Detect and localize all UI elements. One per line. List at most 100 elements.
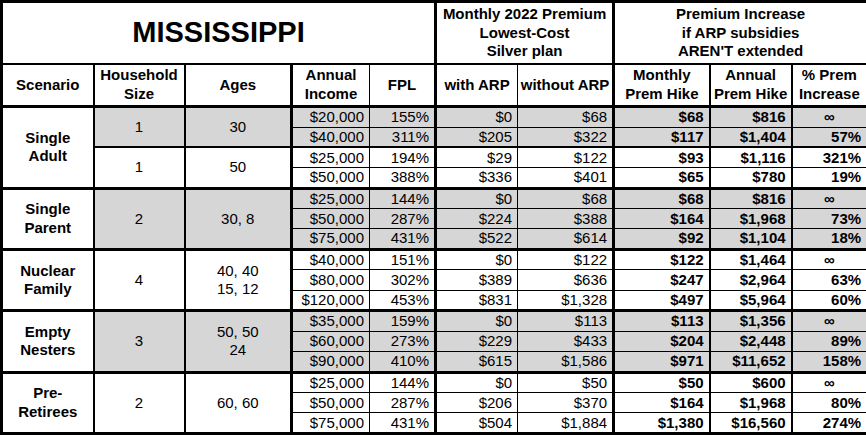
col-header-with-arp: with ARP xyxy=(436,64,518,107)
page-title: MISSISSIPPI xyxy=(2,2,436,64)
cell-with-arp: $615 xyxy=(436,352,518,373)
scenario-cell: Empty Nesters xyxy=(2,311,94,372)
cell-monthly-prem-hike: $92 xyxy=(614,229,710,250)
table-row: Pre- Retirees260, 60$25,000144%$0$50$50$… xyxy=(2,372,866,393)
cell-annual-prem-hike: $16,560 xyxy=(710,413,792,434)
cell-annual-income: $90,000 xyxy=(292,352,370,373)
cell-monthly-prem-hike: $113 xyxy=(614,311,710,332)
cell-without-arp: $1,884 xyxy=(518,413,614,434)
scenario-cell: Pre- Retirees xyxy=(2,372,94,433)
cell-pct-prem-increase: 63% xyxy=(792,270,866,290)
cell-with-arp: $229 xyxy=(436,331,518,351)
cell-with-arp: $29 xyxy=(436,147,518,167)
cell-annual-income: $50,000 xyxy=(292,209,370,229)
cell-pct-prem-increase: 158% xyxy=(792,352,866,373)
cell-with-arp: $0 xyxy=(436,107,518,128)
cell-without-arp: $614 xyxy=(518,229,614,250)
cell-fpl: 287% xyxy=(370,209,436,229)
cell-fpl: 388% xyxy=(370,168,436,189)
cell-annual-income: $60,000 xyxy=(292,331,370,351)
cell-fpl: 311% xyxy=(370,127,436,147)
col-header-annual-prem-hike: Annual Prem Hike xyxy=(710,64,792,107)
cell-annual-prem-hike: $816 xyxy=(710,188,792,209)
ages-cell: 60, 60 xyxy=(185,372,292,433)
cell-fpl: 144% xyxy=(370,188,436,209)
cell-annual-prem-hike: $1,104 xyxy=(710,229,792,250)
cell-annual-income: $20,000 xyxy=(292,107,370,128)
col-header-annual-income: Annual Income xyxy=(292,64,370,107)
scenario-cell: Single Parent xyxy=(2,188,94,249)
household-size-cell: 3 xyxy=(94,311,185,372)
cell-annual-income: $35,000 xyxy=(292,311,370,332)
cell-with-arp: $522 xyxy=(436,229,518,250)
cell-fpl: 302% xyxy=(370,270,436,290)
cell-with-arp: $389 xyxy=(436,270,518,290)
cell-fpl: 453% xyxy=(370,290,436,311)
cell-annual-prem-hike: $1,404 xyxy=(710,127,792,147)
cell-with-arp: $504 xyxy=(436,413,518,434)
cell-pct-prem-increase: 19% xyxy=(792,168,866,189)
cell-without-arp: $636 xyxy=(518,270,614,290)
table-row: Single Adult130$20,000155%$0$68$68$816∞ xyxy=(2,107,866,128)
cell-fpl: 431% xyxy=(370,413,436,434)
cell-monthly-prem-hike: $68 xyxy=(614,107,710,128)
cell-annual-income: $25,000 xyxy=(292,188,370,209)
cell-annual-income: $40,000 xyxy=(292,249,370,270)
premium-group-header: Monthly 2022 Premium Lowest-Cost Silver … xyxy=(436,2,614,64)
cell-fpl: 431% xyxy=(370,229,436,250)
cell-with-arp: $0 xyxy=(436,249,518,270)
col-header-monthly-prem-hike: Monthly Prem Hike xyxy=(614,64,710,107)
household-size-cell: 2 xyxy=(94,372,185,433)
cell-with-arp: $0 xyxy=(436,188,518,209)
cell-monthly-prem-hike: $204 xyxy=(614,331,710,351)
cell-with-arp: $206 xyxy=(436,393,518,413)
ages-cell: 50 xyxy=(185,147,292,188)
household-size-cell: 2 xyxy=(94,188,185,249)
cell-pct-prem-increase: 89% xyxy=(792,331,866,351)
cell-without-arp: $401 xyxy=(518,168,614,189)
cell-fpl: 159% xyxy=(370,311,436,332)
cell-with-arp: $205 xyxy=(436,127,518,147)
cell-without-arp: $68 xyxy=(518,107,614,128)
cell-with-arp: $336 xyxy=(436,168,518,189)
cell-monthly-prem-hike: $68 xyxy=(614,188,710,209)
table-row: Empty Nesters350, 50 24$35,000159%$0$113… xyxy=(2,311,866,332)
cell-monthly-prem-hike: $65 xyxy=(614,168,710,189)
col-header-scenario: Scenario xyxy=(2,64,94,107)
cell-pct-prem-increase: 73% xyxy=(792,209,866,229)
table-row: Nuclear Family440, 40 15, 12$40,000151%$… xyxy=(2,249,866,270)
household-size-cell: 4 xyxy=(94,249,185,310)
cell-without-arp: $50 xyxy=(518,372,614,393)
scenario-cell: Single Adult xyxy=(2,107,94,189)
cell-monthly-prem-hike: $164 xyxy=(614,393,710,413)
cell-without-arp: $1,328 xyxy=(518,290,614,311)
cell-with-arp: $831 xyxy=(436,290,518,311)
premium-table: MISSISSIPPI Monthly 2022 Premium Lowest-… xyxy=(0,0,866,435)
cell-pct-prem-increase: 60% xyxy=(792,290,866,311)
cell-annual-income: $75,000 xyxy=(292,413,370,434)
cell-fpl: 155% xyxy=(370,107,436,128)
cell-pct-prem-increase: ∞ xyxy=(792,107,866,128)
cell-monthly-prem-hike: $247 xyxy=(614,270,710,290)
cell-annual-prem-hike: $600 xyxy=(710,372,792,393)
col-header-household-size: Household Size xyxy=(94,64,185,107)
cell-fpl: 410% xyxy=(370,352,436,373)
cell-without-arp: $1,586 xyxy=(518,352,614,373)
title-row: MISSISSIPPI Monthly 2022 Premium Lowest-… xyxy=(2,2,866,64)
ages-cell: 30, 8 xyxy=(185,188,292,249)
cell-pct-prem-increase: 321% xyxy=(792,147,866,167)
cell-monthly-prem-hike: $50 xyxy=(614,372,710,393)
cell-without-arp: $322 xyxy=(518,127,614,147)
cell-with-arp: $224 xyxy=(436,209,518,229)
col-header-ages: Ages xyxy=(185,64,292,107)
cell-fpl: 194% xyxy=(370,147,436,167)
cell-pct-prem-increase: ∞ xyxy=(792,249,866,270)
cell-annual-income: $75,000 xyxy=(292,229,370,250)
cell-annual-prem-hike: $1,356 xyxy=(710,311,792,332)
col-header-pct-prem-increase: % Prem Increase xyxy=(792,64,866,107)
cell-annual-income: $80,000 xyxy=(292,270,370,290)
cell-monthly-prem-hike: $93 xyxy=(614,147,710,167)
cell-monthly-prem-hike: $117 xyxy=(614,127,710,147)
cell-without-arp: $433 xyxy=(518,331,614,351)
cell-pct-prem-increase: 18% xyxy=(792,229,866,250)
